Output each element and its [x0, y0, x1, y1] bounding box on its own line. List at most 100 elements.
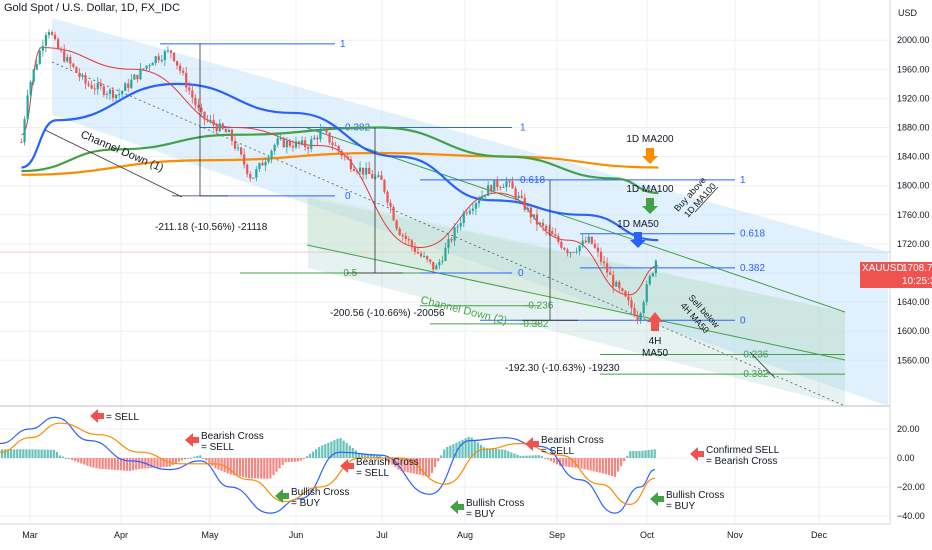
candle-body [404, 235, 407, 239]
y-tick-label: 1640.00 [897, 297, 930, 307]
candle-body [368, 167, 371, 174]
candle-body [462, 212, 465, 224]
macd-histogram-bar [254, 458, 257, 479]
candle-body [133, 74, 136, 80]
candle-body [407, 238, 410, 241]
x-tick-label: May [201, 530, 219, 540]
macd-histogram-bar [415, 458, 418, 475]
macd-histogram-bar [580, 458, 583, 469]
macd-histogram-bar [141, 458, 144, 469]
macd-histogram-bar [363, 454, 367, 458]
candle-body [261, 163, 264, 166]
macd-histogram-bar [37, 449, 40, 458]
candle-body [166, 50, 169, 52]
candle-body [636, 316, 639, 320]
macd-histogram-bar [476, 442, 479, 458]
candle-body [349, 159, 352, 170]
measure-3-label: -192.30 (-10.63%) -19230 [505, 363, 620, 374]
candle-body [392, 206, 395, 221]
macd-histogram-bar [80, 458, 83, 464]
y-tick-label: 1600.00 [897, 326, 930, 336]
macd-histogram-bar [568, 458, 571, 467]
macd-histogram-bar [369, 454, 373, 458]
candle-body [200, 107, 203, 112]
up-arrow-icon [647, 312, 663, 331]
grid [0, 0, 891, 525]
macd-histogram-bar [28, 449, 31, 458]
macd-histogram-bar [7, 449, 10, 458]
macd-histogram-bar [540, 456, 543, 458]
candle-body [493, 179, 496, 192]
macd-annotation: Bullish Cross [466, 498, 524, 509]
macd-histogram-bar [373, 454, 376, 458]
candle-body [179, 65, 182, 71]
macd-histogram-bar [211, 458, 214, 466]
x-tick-label: Nov [727, 530, 744, 540]
macd-histogram-bar [25, 449, 28, 458]
candle-body [612, 274, 615, 287]
macd-histogram-bar [31, 449, 34, 458]
candle-body [191, 90, 194, 98]
candle-body [474, 203, 478, 209]
candle-body [526, 207, 529, 210]
macd-line [0, 416, 656, 514]
macd-annotation: Bearish Cross [541, 435, 604, 446]
macd-histogram-bar [43, 449, 46, 458]
macd-annotation: = SELL [201, 442, 235, 453]
ma50-label: 1D MA50 [617, 219, 659, 230]
candle-body [541, 222, 545, 227]
candle-body [310, 139, 313, 149]
macd-histogram-bar [183, 458, 187, 460]
candle-body [124, 83, 127, 91]
candle-body [175, 61, 179, 66]
macd-histogram-bar [202, 457, 205, 459]
candle-body [233, 140, 237, 149]
candle-body [41, 45, 44, 51]
candle-body [511, 181, 514, 189]
candle-body [389, 202, 392, 207]
macd-annotation: Confirmed SELL [706, 445, 780, 456]
candle-body [304, 140, 307, 148]
candle-body [386, 191, 389, 203]
macd-histogram-bar [208, 458, 211, 464]
chart-title: Gold Spot / U.S. Dollar, 1D, FX_IDC [4, 2, 181, 14]
candle-body [194, 97, 197, 105]
candle-body [630, 300, 633, 309]
measure-2-label: -200.56 (-10.66%) -20056 [330, 308, 445, 319]
candle-body [252, 177, 255, 179]
candle-body [285, 140, 288, 148]
buy-pointer [694, 186, 719, 213]
candle-body [182, 70, 185, 73]
macd-histogram-bar [479, 444, 482, 458]
macd-histogram-bar [473, 439, 476, 458]
y-tick-label: 1880.00 [897, 123, 930, 133]
candle-body [69, 56, 72, 64]
candle-body [429, 259, 432, 262]
candle-body [227, 129, 230, 133]
candle-body [435, 265, 438, 270]
candle-body [557, 236, 560, 242]
macd-histogram-bar [52, 449, 55, 458]
fib-label: 1 [520, 123, 526, 134]
candle-body [447, 239, 450, 248]
macd-histogram-bar [0, 449, 4, 458]
macd-histogram-bar [440, 455, 443, 458]
macd-histogram-bar [107, 458, 110, 470]
signal-line [0, 422, 656, 506]
macd-histogram-bar [376, 454, 379, 458]
macd-histogram-bar [565, 458, 568, 467]
macd-histogram-bar [339, 438, 342, 458]
candle-body [188, 87, 191, 91]
macd-histogram-bar [531, 455, 534, 458]
candle-body [145, 65, 148, 69]
macd-histogram-bar [635, 451, 638, 458]
price-value: 1708.74 [902, 263, 932, 274]
y-tick-label: 1800.00 [897, 181, 930, 191]
candle-body [331, 142, 334, 146]
macd-histogram-bar [153, 458, 156, 468]
channel-down-2 [307, 195, 845, 360]
macd-histogram-bar [595, 458, 598, 472]
macd-histogram-bar [443, 449, 446, 458]
fib-label: -0.382 [740, 369, 769, 380]
